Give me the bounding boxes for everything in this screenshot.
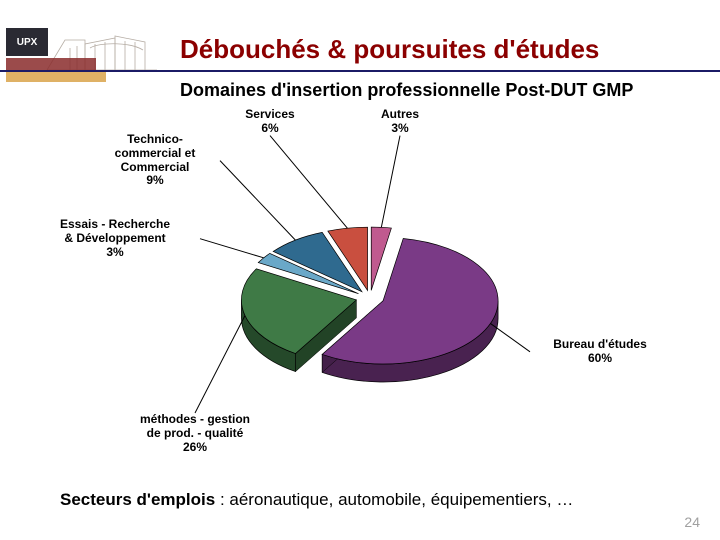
logo-text: UPX: [6, 28, 48, 56]
pie-chart: Autres3% Bureau d'études60% méthodes - ges…: [30, 108, 690, 478]
pie-label: Autres3%: [360, 108, 440, 136]
pie-label: Technico-commercial etCommercial9%: [90, 133, 220, 188]
pie-label: Bureau d'études60%: [530, 338, 670, 366]
leader-line: [490, 323, 530, 351]
leader-line: [270, 136, 347, 229]
slide-title: Débouchés & poursuites d'études: [180, 34, 599, 65]
logo-bar-yellow: [6, 72, 106, 82]
pie-label: méthodes - gestionde prod. - qualité26%: [115, 413, 275, 454]
slide-subtitle: Domaines d'insertion professionnelle Pos…: [180, 80, 633, 101]
logo: UPX: [0, 28, 170, 88]
leader-line: [200, 239, 264, 258]
pie-slice: [371, 227, 391, 290]
title-rule: [0, 70, 720, 72]
page-number: 24: [684, 514, 700, 530]
logo-bar-red: [6, 58, 96, 70]
leader-line: [195, 316, 245, 413]
pie-label: Essais - Recherche& Développement3%: [30, 218, 200, 259]
footer-rest: : aéronautique, automobile, équipementie…: [215, 490, 573, 509]
footer-bold: Secteurs d'emplois: [60, 490, 215, 509]
leader-line: [220, 161, 295, 241]
footer-text: Secteurs d'emplois : aéronautique, autom…: [60, 490, 573, 510]
leader-line: [381, 136, 400, 228]
pie-label: Services6%: [230, 108, 310, 136]
